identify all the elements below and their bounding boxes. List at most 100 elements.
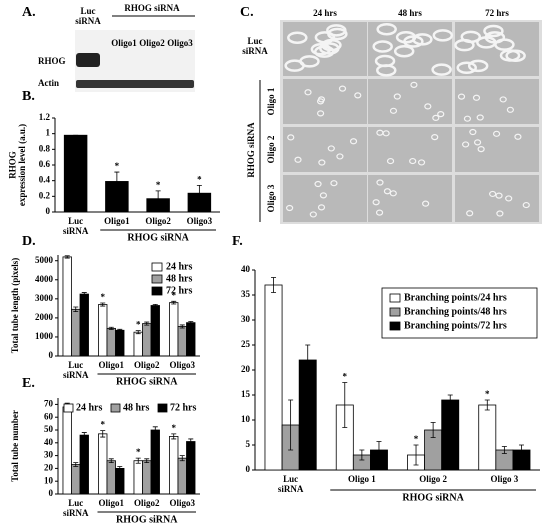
cell bbox=[431, 63, 452, 76]
cell bbox=[472, 94, 481, 101]
cell bbox=[294, 156, 302, 163]
cell bbox=[299, 55, 320, 68]
y-tick-label: 0 bbox=[246, 464, 251, 474]
bar bbox=[79, 434, 89, 495]
bar bbox=[79, 293, 89, 357]
bar bbox=[177, 457, 187, 495]
cell bbox=[431, 133, 439, 141]
error-bar bbox=[376, 441, 382, 459]
x-tick-label: Oligo 1 bbox=[348, 474, 376, 484]
legend-swatch bbox=[151, 286, 163, 296]
cell bbox=[393, 93, 401, 100]
panel-label: C. bbox=[240, 5, 254, 20]
cell bbox=[505, 195, 513, 202]
x-tick-label: Oligo2 bbox=[134, 498, 160, 508]
x-tick-label: Luc siRNA bbox=[63, 360, 89, 380]
legend-swatch bbox=[389, 293, 401, 303]
bar bbox=[177, 326, 187, 357]
cell bbox=[499, 49, 521, 62]
legend-label: 72 hrs bbox=[166, 285, 193, 296]
legend-label: Branching points/72 hrs bbox=[404, 320, 507, 331]
cell bbox=[376, 179, 384, 186]
cell bbox=[330, 180, 338, 187]
y-tick-label: 0 bbox=[49, 350, 54, 360]
error-bar bbox=[171, 433, 177, 440]
cell bbox=[457, 93, 466, 100]
y-tick-label: 20 bbox=[44, 462, 54, 472]
bar bbox=[133, 331, 143, 357]
cell bbox=[492, 130, 501, 137]
cell bbox=[287, 31, 308, 44]
blot-group-label: RHOG siRNA bbox=[124, 3, 180, 13]
error-bar bbox=[447, 394, 453, 406]
error-bar bbox=[144, 458, 150, 464]
cell bbox=[374, 54, 396, 68]
bar bbox=[264, 284, 283, 471]
error-bar bbox=[305, 344, 311, 376]
error-bar bbox=[135, 330, 141, 335]
cell bbox=[318, 159, 326, 166]
error-bar bbox=[81, 432, 87, 439]
bar bbox=[106, 327, 116, 357]
cell bbox=[432, 29, 454, 42]
y-tick-label: 5000 bbox=[35, 255, 54, 265]
error-bar bbox=[188, 438, 194, 445]
panel-label: E. bbox=[22, 376, 35, 391]
cell bbox=[489, 190, 497, 198]
lane-label: Luc siRNA bbox=[75, 6, 101, 26]
cell bbox=[376, 22, 397, 36]
blot-row-label: RHOG bbox=[38, 56, 66, 66]
group-label: RHOG siRNA bbox=[116, 376, 178, 387]
blot-row-label: Actin bbox=[38, 78, 59, 88]
legend-swatch bbox=[157, 403, 168, 413]
y-tick-label: 0.8 bbox=[39, 143, 51, 153]
x-tick-label: Oligo1 bbox=[104, 216, 130, 226]
bar bbox=[71, 308, 81, 357]
error-bar bbox=[135, 457, 141, 464]
error-bar bbox=[518, 444, 524, 456]
y-tick-label: 30 bbox=[44, 450, 54, 460]
lane-label: Oligo1 bbox=[111, 38, 137, 48]
lane-label: Oligo3 bbox=[167, 38, 193, 48]
bar bbox=[62, 406, 72, 495]
significance: * bbox=[136, 320, 141, 330]
cell bbox=[319, 192, 328, 199]
x-tick-label: Oligo1 bbox=[98, 360, 124, 370]
legend-swatch bbox=[63, 403, 74, 413]
y-tick-label: 1 bbox=[46, 128, 51, 138]
blot-band bbox=[76, 53, 100, 67]
cell bbox=[496, 210, 504, 217]
cell bbox=[286, 204, 294, 212]
significance: * bbox=[115, 161, 120, 171]
cell bbox=[476, 114, 484, 121]
cell bbox=[375, 209, 384, 216]
error-bar bbox=[196, 184, 202, 202]
bar bbox=[115, 329, 125, 357]
error-bar bbox=[117, 466, 123, 471]
legend-label: 24 hrs bbox=[166, 261, 193, 272]
error-bar bbox=[359, 449, 365, 461]
y-tick-label: 1000 bbox=[35, 331, 54, 341]
cell bbox=[473, 139, 482, 146]
cell bbox=[417, 159, 426, 166]
column-label: 48 hrs bbox=[398, 8, 422, 18]
error-bar bbox=[430, 422, 436, 438]
legend-label: 48 hrs bbox=[166, 273, 193, 284]
cell bbox=[309, 211, 317, 218]
bar bbox=[106, 460, 116, 495]
legend-label: 48 hrs bbox=[123, 402, 150, 413]
error-bar bbox=[179, 455, 185, 462]
cell bbox=[466, 210, 474, 217]
x-tick-label: Oligo3 bbox=[187, 216, 213, 226]
panel-label: D. bbox=[22, 234, 36, 249]
micrograph bbox=[455, 79, 539, 124]
y-axis-label: RHOGexpression level (a.u.) bbox=[7, 124, 27, 206]
y-tick-label: 60 bbox=[44, 411, 54, 421]
x-tick-label: Luc siRNA bbox=[63, 216, 89, 236]
bar bbox=[441, 399, 460, 471]
y-tick-label: 40 bbox=[241, 264, 251, 274]
row-label: Luc siRNA bbox=[242, 36, 268, 56]
error-bar bbox=[413, 444, 419, 466]
y-tick-label: 15 bbox=[241, 389, 251, 399]
